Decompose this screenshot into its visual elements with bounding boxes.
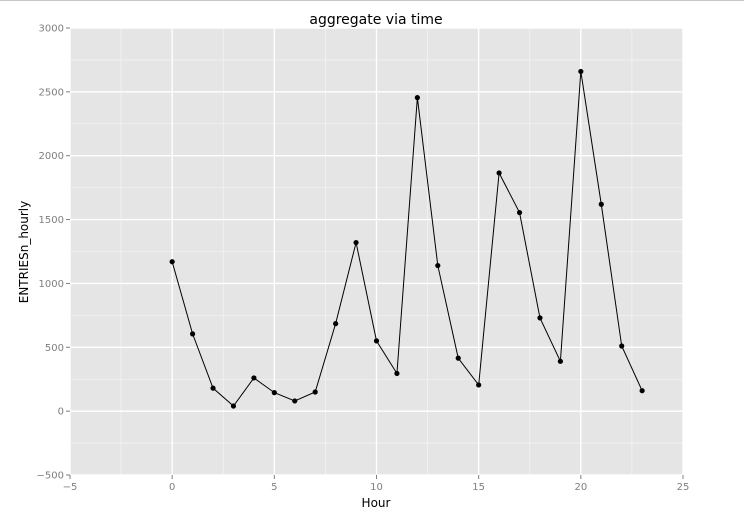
data-point [557,358,564,364]
x-tick-label: 20 [574,482,587,493]
data-point [312,389,318,395]
data-point [476,382,482,388]
y-tick-label: 1000 [39,279,64,290]
data-point [333,321,339,327]
data-point [190,331,196,337]
y-tick-label: 500 [45,343,64,354]
series-line [171,71,643,407]
y-tick-label: 3000 [39,24,64,35]
x-axis-title: Hour [362,496,391,510]
data-point [414,95,420,101]
chart-title: aggregate via time [309,12,442,28]
data-point [373,338,380,344]
data-point [578,68,584,75]
data-point [251,375,257,381]
data-point [496,170,502,176]
x-tick-label: 15 [472,482,485,493]
data-point [516,209,523,216]
y-tick-label: 0 [58,407,64,418]
data-point [169,259,175,265]
y-tick-label: 2500 [39,87,64,98]
series-layer [169,68,645,409]
data-point [353,239,359,246]
tick-layer: −5 0 5 10 15 20 25 −500 0 500 1000 1500 2000 2500 3000 [37,24,690,494]
x-tick-label: 0 [169,482,175,493]
x-tick-label: 10 [370,482,383,493]
y-axis-title: ENTRIESn_hourly [17,201,31,304]
data-point [435,262,441,269]
x-tick-label: −5 [63,482,78,493]
data-point [455,355,461,361]
data-point [598,201,604,207]
data-point [292,398,298,404]
data-point [271,390,277,396]
y-tick-label: −500 [37,471,64,482]
y-tick-label: 1500 [39,215,64,226]
data-point [619,343,625,349]
data-point [210,385,216,391]
data-point [639,388,645,394]
x-tick-label: 5 [271,482,277,493]
data-point [537,315,543,321]
x-tick-label: 25 [677,482,690,493]
data-point [230,403,237,409]
y-tick-label: 2000 [39,151,64,162]
data-point [394,370,400,377]
